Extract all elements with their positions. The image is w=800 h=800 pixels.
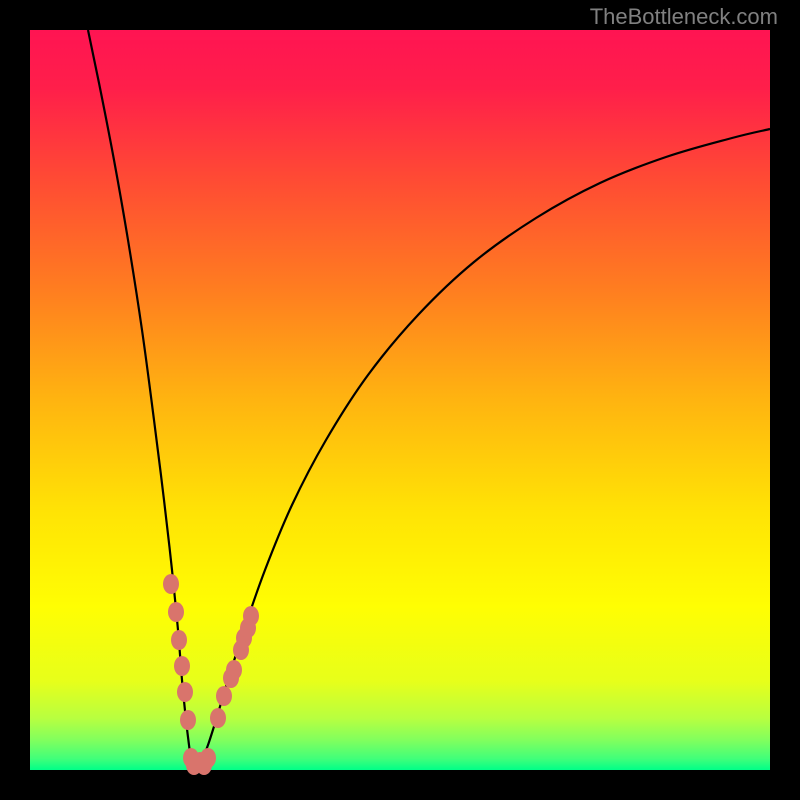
data-marker-right	[223, 668, 239, 688]
right-bottleneck-curve	[195, 129, 770, 770]
watermark-text: TheBottleneck.com	[590, 4, 778, 30]
data-marker-left	[163, 574, 179, 594]
data-marker-left	[177, 682, 193, 702]
curve-overlay	[30, 30, 770, 770]
data-marker-bottom	[196, 755, 212, 775]
data-marker-left	[168, 602, 184, 622]
data-marker-right	[210, 708, 226, 728]
plot-area	[30, 30, 770, 770]
data-marker-left	[174, 656, 190, 676]
chart-root: TheBottleneck.com	[0, 0, 800, 800]
data-marker-right	[216, 686, 232, 706]
data-marker-left	[180, 710, 196, 730]
data-marker-left	[171, 630, 187, 650]
data-marker-right	[233, 640, 249, 660]
data-marker-right	[243, 606, 259, 626]
